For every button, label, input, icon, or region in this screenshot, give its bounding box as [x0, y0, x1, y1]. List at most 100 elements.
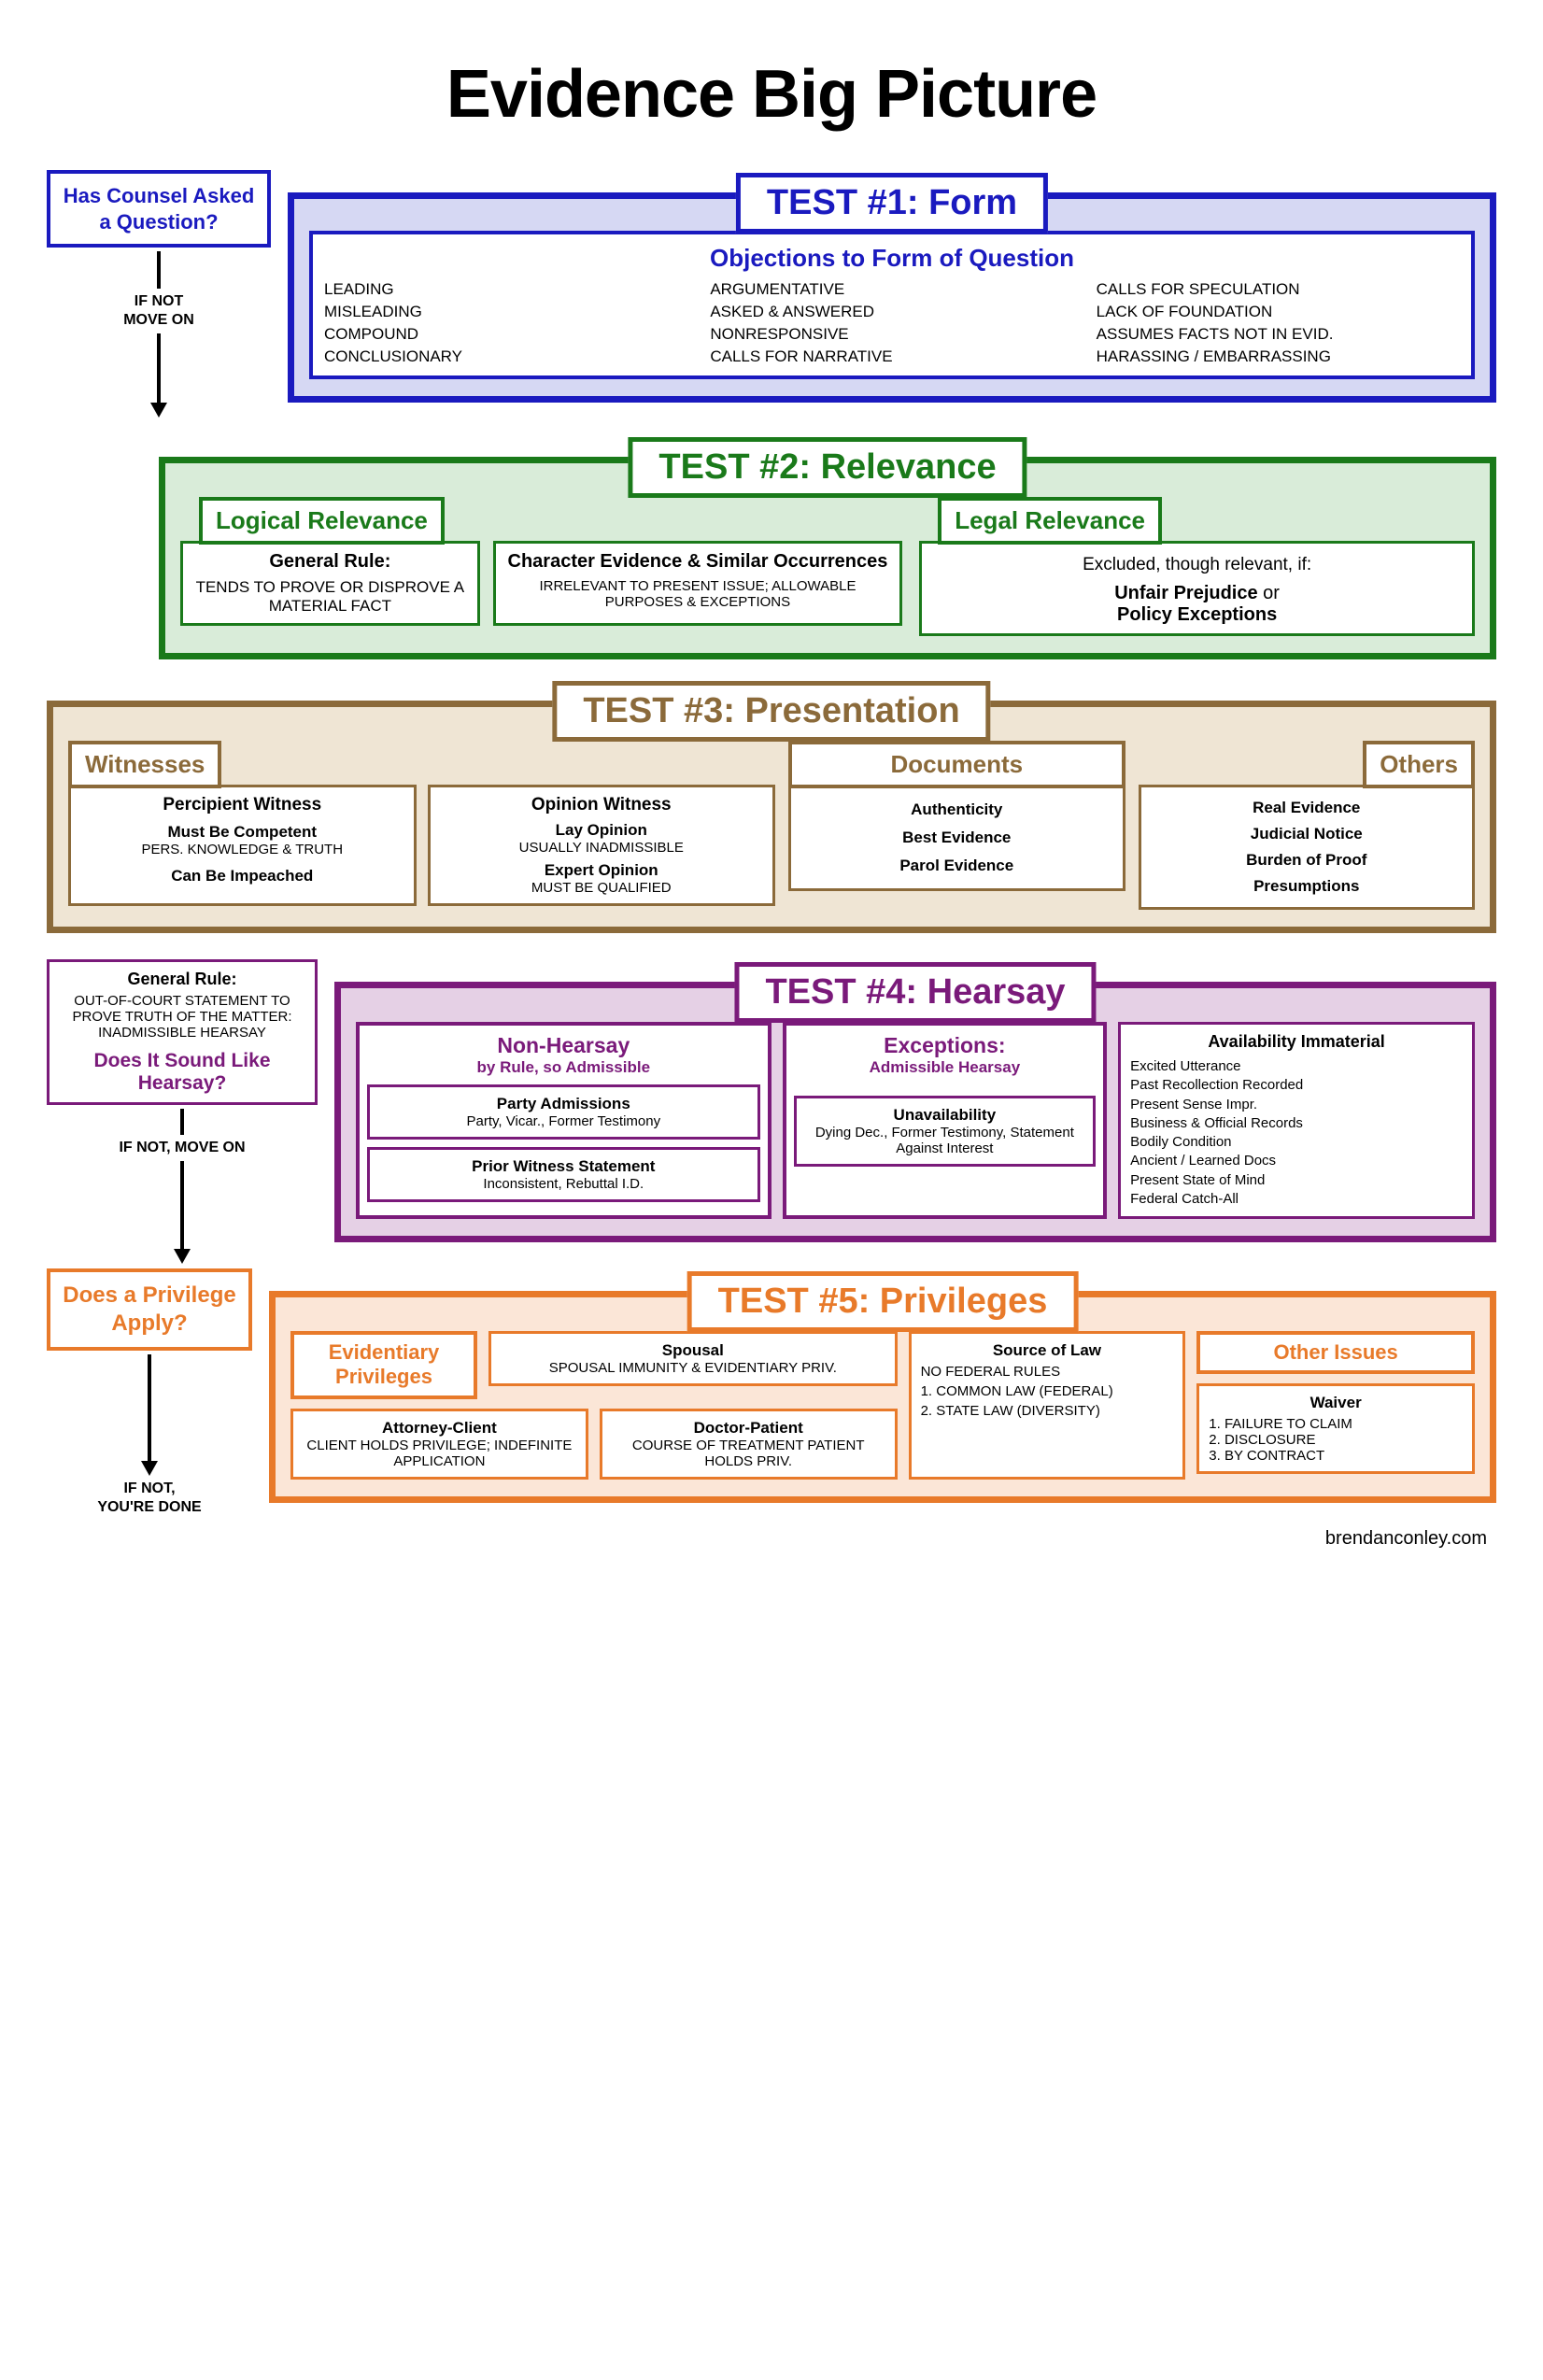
box-title: Prior Witness Statement [379, 1157, 748, 1176]
box-body: Dying Dec., Former Testimony, Statement … [806, 1125, 1084, 1156]
box-title: Non-Hearsay [367, 1033, 760, 1058]
box-body: Party, Vicar., Former Testimony [379, 1113, 748, 1129]
box-title: General Rule: [192, 551, 468, 573]
flow-question-5: Does a Privilege Apply? [47, 1268, 252, 1351]
arrow-down-icon [145, 333, 173, 418]
box-body: SPOUSAL IMMUNITY & EVIDENTIARY PRIV. [501, 1360, 885, 1376]
test3-box: TEST #3: Presentation Witnesses Percipie… [47, 701, 1496, 933]
other-issues-label: Other Issues [1196, 1331, 1475, 1374]
line: Expert Opinion [440, 861, 764, 880]
line: Lay Opinion [440, 821, 764, 840]
box-body: TENDS TO PROVE OR DISPROVE A MATERIAL FA… [192, 578, 468, 616]
line: MUST BE QUALIFIED [440, 880, 764, 896]
page-title: Evidence Big Picture [47, 56, 1496, 133]
or-text: or [1258, 583, 1280, 603]
ev-privileges-label: Evidentiary Privileges [290, 1331, 477, 1399]
list-item: ARGUMENTATIVE [710, 280, 1073, 299]
party-admissions-box: Party Admissions Party, Vicar., Former T… [367, 1084, 760, 1140]
nonhearsay-box: Non-Hearsay by Rule, so Admissible Party… [356, 1022, 772, 1219]
arrow-icon [168, 1109, 196, 1135]
intro-text: Excluded, though relevant, if: [931, 555, 1463, 575]
exceptions-box: Exceptions: Admissible Hearsay Unavailab… [783, 1022, 1108, 1219]
legal-relevance-box: Excluded, though relevant, if: Unfair Pr… [919, 541, 1475, 636]
list-item: ASKED & ANSWERED [710, 303, 1073, 321]
line: PERS. KNOWLEDGE & TRUTH [80, 842, 404, 857]
list-item: CONCLUSIONARY [324, 347, 687, 366]
line: USUALLY INADMISSIBLE [440, 840, 764, 856]
test1-grid: LEADING ARGUMENTATIVE CALLS FOR SPECULAT… [324, 280, 1460, 366]
flow-question-1: Has Counsel Asked a Question? [47, 170, 271, 248]
box-title: Spousal [501, 1341, 885, 1360]
box-title: Source of Law [921, 1341, 1174, 1360]
line: 2. STATE LAW (DIVERSITY) [921, 1403, 1174, 1419]
spousal-box: Spousal SPOUSAL IMMUNITY & EVIDENTIARY P… [488, 1331, 898, 1386]
opinion-box: Opinion Witness Lay Opinion USUALLY INAD… [428, 785, 776, 906]
flow-note-4: IF NOT, MOVE ON [119, 1139, 245, 1157]
unavailability-box: Unavailability Dying Dec., Former Testim… [794, 1096, 1097, 1167]
box-body: CLIENT HOLDS PRIVILEGE; INDEFINITE APPLI… [303, 1438, 576, 1469]
box-body: COURSE OF TREATMENT PATIENT HOLDS PRIV. [612, 1438, 885, 1469]
witnesses-label: Witnesses [68, 741, 221, 788]
availability-box: Availability Immaterial Excited Utteranc… [1118, 1022, 1475, 1219]
box-title: Waiver [1209, 1394, 1463, 1412]
list-item: Ancient / Learned Docs [1130, 1152, 1463, 1170]
line: 1. COMMON LAW (FEDERAL) [921, 1383, 1174, 1399]
list-item: COMPOUND [324, 325, 687, 344]
waiver-box: Waiver 1. FAILURE TO CLAIM 2. DISCLOSURE… [1196, 1383, 1475, 1474]
attorney-client-box: Attorney-Client CLIENT HOLDS PRIVILEGE; … [290, 1409, 588, 1480]
documents-label: Documents [788, 741, 1125, 788]
line: 2. DISCLOSURE [1209, 1432, 1463, 1448]
others-label: Others [1363, 741, 1475, 788]
line: 3. BY CONTRACT [1209, 1448, 1463, 1464]
test1-subbox: Objections to Form of Question LEADING A… [309, 231, 1475, 379]
box-title: General Rule: [59, 970, 305, 989]
policy-exceptions: Policy Exceptions [931, 604, 1463, 626]
prior-witness-box: Prior Witness Statement Inconsistent, Re… [367, 1147, 760, 1202]
legal-relevance-label: Legal Relevance [938, 497, 1162, 545]
list-item: Bodily Condition [1130, 1133, 1463, 1152]
line: NO FEDERAL RULES [921, 1364, 1174, 1380]
box-sub: Admissible Hearsay [794, 1058, 1097, 1077]
doctor-patient-box: Doctor-Patient COURSE OF TREATMENT PATIE… [600, 1409, 898, 1480]
list-item: Present State of Mind [1130, 1171, 1463, 1190]
others-box: Real Evidence Judicial Notice Burden of … [1139, 785, 1475, 910]
box-title: Unavailability [806, 1106, 1084, 1125]
character-evidence-box: Character Evidence & Similar Occurrences… [493, 541, 903, 626]
list-item: Business & Official Records [1130, 1114, 1463, 1133]
flow-note-1: IF NOT MOVE ON [123, 292, 194, 330]
box-title: Opinion Witness [440, 795, 764, 815]
list-item: HARASSING / EMBARRASSING [1097, 347, 1460, 366]
box-title: Availability Immaterial [1130, 1032, 1463, 1052]
box-body: OUT-OF-COURT STATEMENT TO PROVE TRUTH OF… [59, 993, 305, 1041]
general-rule-box: General Rule: TENDS TO PROVE OR DISPROVE… [180, 541, 480, 626]
list-item: Excited Utterance [1130, 1057, 1463, 1076]
list-item: CALLS FOR SPECULATION [1097, 280, 1460, 299]
test1-subtitle: Objections to Form of Question [324, 244, 1460, 273]
list-item: ASSUMES FACTS NOT IN EVID. [1097, 325, 1460, 344]
list-item: Present Sense Impr. [1130, 1096, 1463, 1114]
documents-box: Authenticity Best Evidence Parol Evidenc… [788, 785, 1125, 891]
hearsay-question: Does It Sound Like Hearsay? [59, 1050, 305, 1095]
test5-title: TEST #5: Privileges [687, 1271, 1079, 1332]
arrow-icon [145, 251, 173, 289]
box-body: IRRELEVANT TO PRESENT ISSUE; ALLOWABLE P… [505, 578, 891, 610]
list-item: Presumptions [1151, 877, 1463, 896]
unfair-prejudice: Unfair Prejudice [1114, 583, 1257, 603]
percipient-box: Percipient Witness Must Be Competent PER… [68, 785, 417, 906]
attribution: brendanconley.com [47, 1528, 1496, 1550]
test1-box: TEST #1: Form Objections to Form of Ques… [288, 192, 1496, 403]
box-title: Attorney-Client [303, 1419, 576, 1438]
box-title: Doctor-Patient [612, 1419, 885, 1438]
arrow-down-icon [168, 1161, 196, 1264]
list-item: Real Evidence [1151, 799, 1463, 817]
list-item: Judicial Notice [1151, 825, 1463, 843]
flow-note-5: IF NOT, YOU'RE DONE [97, 1480, 201, 1517]
list-item: LEADING [324, 280, 687, 299]
list-item: NONRESPONSIVE [710, 325, 1073, 344]
test4-box: TEST #4: Hearsay Non-Hearsay by Rule, so… [334, 982, 1496, 1242]
test2-title: TEST #2: Relevance [628, 437, 1026, 498]
hearsay-rule-box: General Rule: OUT-OF-COURT STATEMENT TO … [47, 959, 318, 1105]
arrow-down-icon [135, 1354, 163, 1476]
box-sub: by Rule, so Admissible [367, 1058, 760, 1077]
list-item: Best Evidence [800, 829, 1112, 847]
